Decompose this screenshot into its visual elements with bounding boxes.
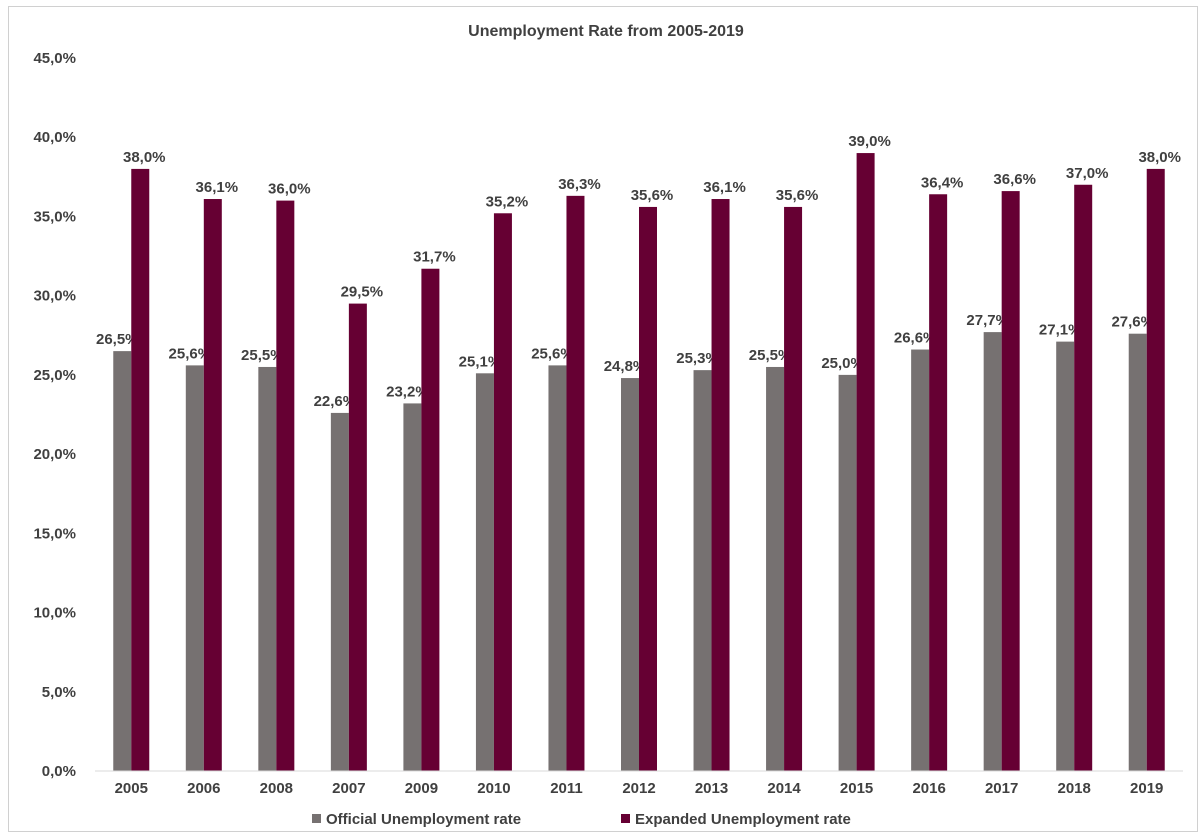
official-rate-label: 25,0% bbox=[821, 355, 864, 372]
official-rate-bar bbox=[693, 370, 712, 771]
expanded-rate-bar bbox=[493, 213, 512, 771]
official-rate-label: 25,5% bbox=[749, 347, 792, 364]
expanded-rate-label: 35,6% bbox=[631, 187, 674, 204]
y-tick-label: 25,0% bbox=[33, 367, 76, 384]
expanded-rate-bar bbox=[131, 168, 150, 771]
x-tick-label: 2006 bbox=[187, 780, 220, 797]
legend-label: Expanded Unemployment rate bbox=[635, 811, 851, 828]
expanded-rate-label: 36,6% bbox=[993, 171, 1036, 188]
expanded-rate-bar bbox=[203, 199, 222, 771]
y-tick-label: 45,0% bbox=[33, 50, 76, 67]
official-rate-label: 25,6% bbox=[169, 345, 212, 362]
official-rate-label: 27,7% bbox=[966, 312, 1009, 329]
official-rate-label: 25,5% bbox=[241, 347, 284, 364]
y-tick-label: 40,0% bbox=[33, 129, 76, 146]
y-tick-label: 0,0% bbox=[42, 763, 76, 780]
official-rate-label: 26,5% bbox=[96, 331, 139, 348]
expanded-rate-bar bbox=[929, 194, 948, 772]
official-rate-label: 24,8% bbox=[604, 358, 647, 375]
y-tick-label: 5,0% bbox=[42, 684, 76, 701]
expanded-rate-bar bbox=[711, 199, 730, 771]
legend: Official Unemployment rate Expanded Unemp… bbox=[312, 811, 851, 828]
expanded-rate-label: 36,3% bbox=[558, 176, 601, 193]
official-rate-bar bbox=[983, 332, 1002, 771]
expanded-rate-label: 36,0% bbox=[268, 181, 311, 198]
expanded-rate-bar bbox=[276, 200, 295, 772]
y-tick-label: 20,0% bbox=[33, 446, 76, 463]
x-tick-label: 2010 bbox=[477, 780, 510, 797]
official-rate-label: 25,6% bbox=[531, 345, 574, 362]
expanded-rate-label: 36,1% bbox=[703, 179, 746, 196]
official-rate-label: 27,6% bbox=[1111, 314, 1154, 331]
official-rate-bar bbox=[1056, 341, 1075, 771]
x-tick-label: 2008 bbox=[260, 780, 293, 797]
expanded-rate-bar bbox=[784, 206, 803, 772]
legend-swatch bbox=[621, 814, 630, 823]
bars-group: 26,5% 38,0% 25,6% 36,1% 25,5% 36,0% 22,6% 29,5%… bbox=[96, 133, 1181, 772]
official-rate-label: 22,6% bbox=[314, 393, 357, 410]
legend-label: Official Unemployment rate bbox=[326, 811, 521, 828]
expanded-rate-label: 29,5% bbox=[341, 284, 384, 301]
y-axis: 0,0% 5,0% 10,0% 15,0% 20,0% 25,0% 30,0% 35,0% 40… bbox=[33, 50, 76, 780]
x-tick-label: 2013 bbox=[695, 780, 728, 797]
x-tick-label: 2007 bbox=[332, 780, 365, 797]
official-rate-bar bbox=[330, 412, 349, 771]
expanded-rate-label: 35,2% bbox=[486, 193, 529, 210]
official-rate-bar bbox=[403, 403, 422, 771]
official-rate-bar bbox=[838, 374, 857, 771]
official-rate-bar bbox=[258, 366, 277, 771]
chart-title: Unemployment Rate from 2005-2019 bbox=[468, 23, 744, 40]
expanded-rate-bar bbox=[348, 303, 367, 771]
legend-swatch bbox=[312, 814, 321, 823]
expanded-rate-label: 36,1% bbox=[196, 179, 239, 196]
x-tick-label: 2016 bbox=[912, 780, 945, 797]
expanded-rate-bar bbox=[421, 268, 440, 771]
official-rate-label: 25,3% bbox=[676, 350, 719, 367]
expanded-rate-label: 38,0% bbox=[123, 149, 166, 166]
official-rate-label: 23,2% bbox=[386, 383, 429, 400]
x-tick-label: 2014 bbox=[767, 780, 801, 797]
expanded-rate-bar bbox=[1074, 184, 1093, 771]
y-tick-label: 30,0% bbox=[33, 288, 76, 305]
expanded-rate-bar bbox=[566, 195, 585, 771]
official-rate-label: 27,1% bbox=[1039, 322, 1082, 339]
x-tick-label: 2015 bbox=[840, 780, 873, 797]
x-tick-label: 2011 bbox=[550, 780, 583, 797]
official-rate-bar bbox=[113, 351, 132, 771]
official-rate-bar bbox=[621, 378, 639, 771]
official-rate-label: 26,6% bbox=[894, 330, 937, 347]
expanded-rate-label: 31,7% bbox=[413, 249, 456, 266]
y-tick-label: 15,0% bbox=[33, 525, 76, 542]
expanded-rate-label: 36,4% bbox=[921, 174, 964, 191]
official-rate-bar bbox=[1128, 333, 1147, 771]
expanded-rate-bar bbox=[639, 206, 657, 772]
official-rate-bar bbox=[548, 365, 567, 771]
x-tick-label: 2017 bbox=[985, 780, 1018, 797]
expanded-rate-label: 38,0% bbox=[1138, 149, 1181, 166]
x-tick-label: 2019 bbox=[1130, 780, 1163, 797]
expanded-rate-bar bbox=[856, 153, 875, 772]
official-rate-label: 25,1% bbox=[459, 353, 502, 370]
official-rate-bar bbox=[475, 373, 494, 771]
expanded-rate-label: 35,6% bbox=[776, 187, 819, 204]
official-rate-bar bbox=[911, 349, 930, 771]
official-rate-bar bbox=[766, 366, 785, 771]
y-tick-label: 10,0% bbox=[33, 605, 76, 622]
expanded-rate-bar bbox=[1146, 168, 1165, 771]
y-tick-label: 35,0% bbox=[33, 208, 76, 225]
x-tick-label: 2018 bbox=[1058, 780, 1091, 797]
x-tick-label: 2012 bbox=[622, 780, 655, 797]
official-rate-bar bbox=[185, 365, 204, 771]
x-tick-label: 2009 bbox=[405, 780, 438, 797]
x-axis: 2005 2006 2008 2007 2009 2010 2011 2012 2013 2014… bbox=[95, 770, 1183, 797]
x-tick-label: 2005 bbox=[115, 780, 148, 797]
expanded-rate-label: 39,0% bbox=[848, 133, 891, 150]
expanded-rate-bar bbox=[1001, 191, 1020, 772]
expanded-rate-label: 37,0% bbox=[1066, 165, 1109, 182]
